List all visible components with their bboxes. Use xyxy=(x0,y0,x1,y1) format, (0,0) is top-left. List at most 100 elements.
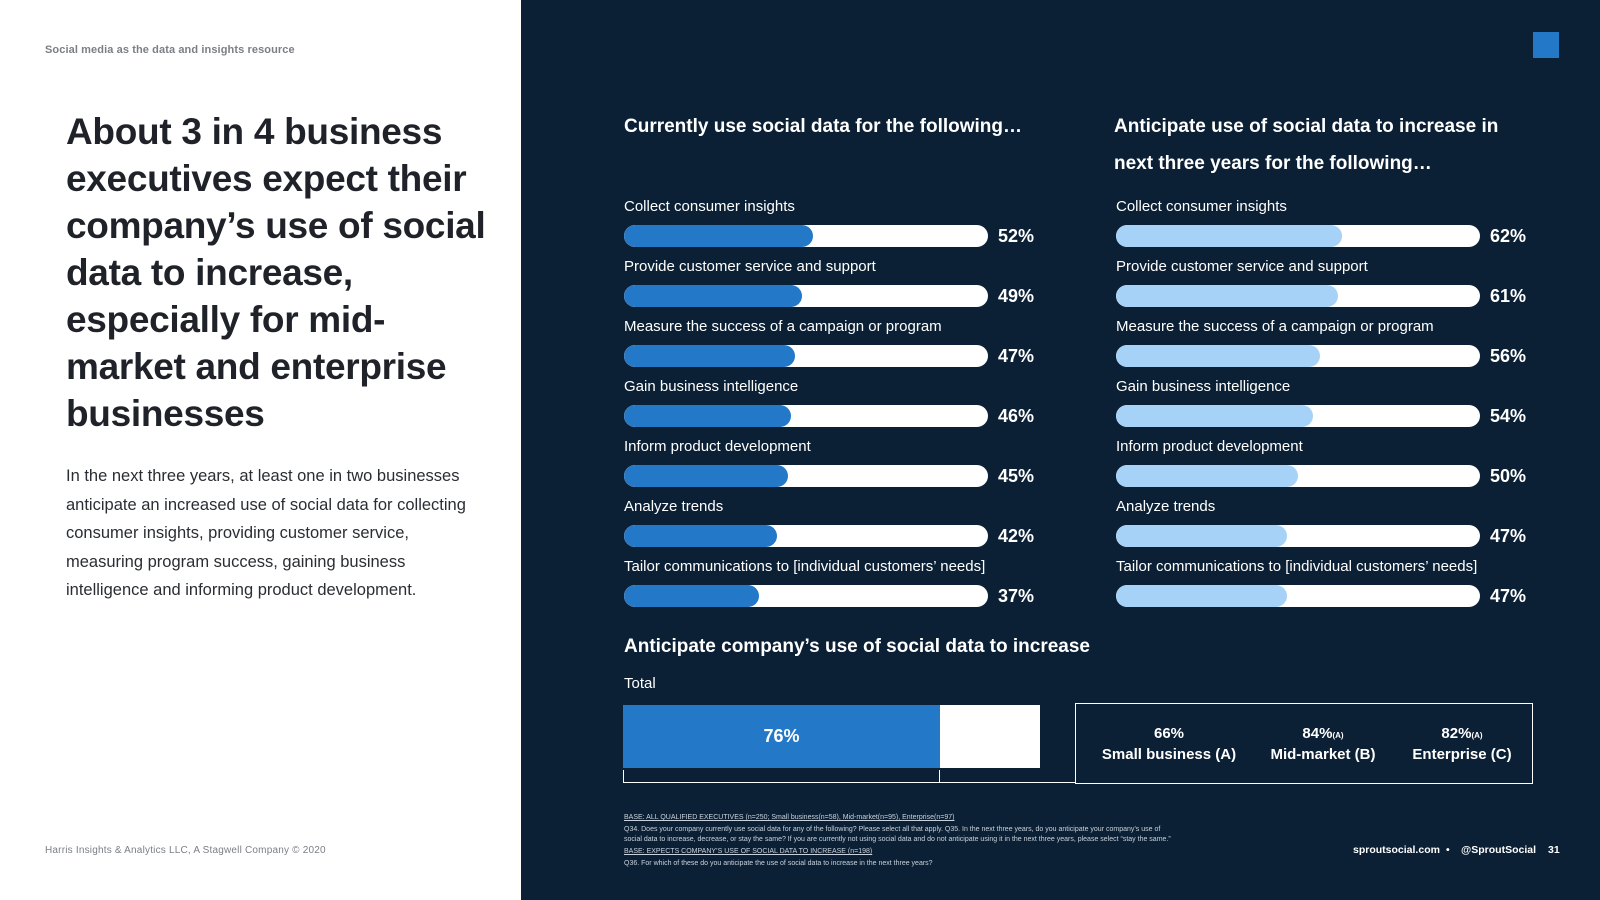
current-use-bar-track xyxy=(624,405,988,427)
bracket-connector xyxy=(940,782,1076,783)
total-bar xyxy=(623,705,940,768)
segment-label: Mid-market (B) xyxy=(1270,746,1376,763)
current-use-bar-value: 45% xyxy=(998,466,1035,486)
anticipate-bar-value: 54% xyxy=(1490,406,1527,426)
current-use-bar xyxy=(624,405,791,427)
current-use-bar-row: Gain business intelligence 46% xyxy=(624,378,1044,434)
current-use-bar-track xyxy=(624,225,988,247)
current-use-bar-row: Analyze trends 42% xyxy=(624,498,1044,554)
current-use-bar-value: 42% xyxy=(998,526,1035,546)
chart-title-anticipate: Anticipate use of social data to increas… xyxy=(1114,116,1499,174)
current-use-bar xyxy=(624,465,788,487)
anticipate-bar-value: 56% xyxy=(1490,346,1527,366)
segment-stat: 66% Small business (A) xyxy=(1094,724,1244,766)
current-use-bar-label: Collect consumer insights xyxy=(624,198,795,215)
current-use-bar-track xyxy=(624,285,988,307)
current-use-bar-row: Provide customer service and support 49% xyxy=(624,258,1044,314)
anticipate-bar-track xyxy=(1116,345,1480,367)
segment-value-number: 66% xyxy=(1153,725,1185,742)
segment-value: 84%(A) xyxy=(1248,724,1398,744)
segment-breakdown-box: 66% Small business (A) 84%(A) Mid-market (B… xyxy=(1075,703,1533,784)
segment-value: 82%(A) xyxy=(1387,724,1537,744)
segment-value-number: 82% xyxy=(1441,725,1472,742)
current-use-bar-row: Measure the success of a campaign or pro… xyxy=(624,318,1044,374)
anticipate-bar-row: Gain business intelligence 54% xyxy=(1116,378,1536,434)
anticipate-bar-row: Provide customer service and support 61% xyxy=(1116,258,1536,314)
current-use-bar-value: 47% xyxy=(998,346,1035,366)
current-use-bar-label: Inform product development xyxy=(624,438,811,455)
anticipate-bar-track xyxy=(1116,585,1480,607)
total-bar-value: 76% xyxy=(763,726,800,746)
footnote-line: BASE: EXPECTS COMPANY’S USE OF SOCIAL DA… xyxy=(624,848,873,855)
total-chart-title: Anticipate company’s use of social data … xyxy=(624,636,1091,657)
anticipate-bar-label: Inform product development xyxy=(1116,438,1303,455)
anticipate-bar-label: Analyze trends xyxy=(1116,498,1216,515)
footer-site: sproutsocial.com xyxy=(1353,844,1440,856)
current-use-bar-label: Provide customer service and support xyxy=(624,258,876,275)
current-use-bar xyxy=(624,525,777,547)
anticipate-bar xyxy=(1116,345,1320,367)
footnote-line: Q34. Does your company currently use soc… xyxy=(624,826,1161,833)
anticipate-bar-row: Collect consumer insights 62% xyxy=(1116,198,1536,254)
footnote-line: BASE: ALL QUALIFIED EXECUTIVES (n=250; S… xyxy=(624,814,955,821)
chart-title-current: Currently use social data for the follow… xyxy=(624,116,1022,137)
current-use-bar-value: 49% xyxy=(998,286,1035,306)
current-use-bar-value: 52% xyxy=(998,226,1035,246)
anticipate-bar-value: 61% xyxy=(1490,286,1527,306)
anticipate-bar-label: Provide customer service and support xyxy=(1116,258,1368,275)
anticipate-bar-row: Measure the success of a campaign or pro… xyxy=(1116,318,1536,374)
segment-significance-marker: (A) xyxy=(1471,731,1483,740)
footer-separator: • xyxy=(1446,844,1450,856)
total-bracket xyxy=(623,770,940,783)
anticipate-bar xyxy=(1116,405,1313,427)
current-use-bar-row: Tailor communications to [individual cus… xyxy=(624,558,1044,614)
current-use-bar-label: Measure the success of a campaign or pro… xyxy=(624,318,942,335)
anticipate-bar-track xyxy=(1116,525,1480,547)
body-paragraph: In the next three years, at least one in… xyxy=(66,467,466,599)
segment-significance-marker: (A) xyxy=(1332,731,1344,740)
segment-value-number: 84% xyxy=(1302,725,1333,742)
total-bar-track: 76% xyxy=(623,705,1040,768)
segment-value: 66% xyxy=(1094,724,1244,744)
footnote-line: social data to increase, decrease, or st… xyxy=(624,836,1171,843)
current-use-bar-track xyxy=(624,345,988,367)
section-kicker: Social media as the data and insights re… xyxy=(45,44,295,56)
footnote-line: Q36. For which of these do you anticipat… xyxy=(624,860,933,867)
current-use-bar-track xyxy=(624,525,988,547)
anticipate-bar-value: 62% xyxy=(1490,226,1527,246)
anticipate-bar-value: 50% xyxy=(1490,466,1527,486)
current-use-bar-track xyxy=(624,465,988,487)
footer-page-number: 31 xyxy=(1548,844,1560,856)
anticipate-bar xyxy=(1116,585,1287,607)
brand-square-icon xyxy=(1533,32,1559,58)
current-use-bar xyxy=(624,585,759,607)
anticipate-bar-row: Analyze trends 47% xyxy=(1116,498,1536,554)
segment-label: Small business (A) xyxy=(1101,746,1237,763)
anticipate-bar-value: 47% xyxy=(1490,586,1527,606)
segment-stat: 84%(A) Mid-market (B) xyxy=(1248,724,1398,766)
segment-stat: 82%(A) Enterprise (C) xyxy=(1387,724,1537,766)
current-use-bar xyxy=(624,345,795,367)
footer-handle: @SproutSocial xyxy=(1461,844,1536,856)
current-use-bar-row: Inform product development 45% xyxy=(624,438,1044,494)
page-headline: About 3 in 4 business executives expect … xyxy=(66,111,486,434)
anticipate-bar-label: Gain business intelligence xyxy=(1116,378,1291,395)
current-use-bar-value: 37% xyxy=(998,586,1035,606)
anticipate-bar xyxy=(1116,285,1338,307)
current-use-bar-label: Gain business intelligence xyxy=(624,378,799,395)
copyright-footer: Harris Insights & Analytics LLC, A Stagw… xyxy=(45,845,326,856)
current-use-bar-label: Analyze trends xyxy=(624,498,724,515)
current-use-bar-value: 46% xyxy=(998,406,1035,426)
current-use-bar-track xyxy=(624,585,988,607)
current-use-bar-label: Tailor communications to [individual cus… xyxy=(624,558,986,575)
segment-label: Enterprise (C) xyxy=(1412,746,1512,763)
left-panel: Social media as the data and insights re… xyxy=(0,0,521,900)
anticipate-bar-label: Collect consumer insights xyxy=(1116,198,1287,215)
anticipate-bar-track xyxy=(1116,285,1480,307)
anticipate-bar-row: Inform product development 50% xyxy=(1116,438,1536,494)
current-use-bar-row: Collect consumer insights 52% xyxy=(624,198,1044,254)
anticipate-bar-label: Measure the success of a campaign or pro… xyxy=(1116,318,1434,335)
anticipate-bar-label: Tailor communications to [individual cus… xyxy=(1116,558,1478,575)
current-use-bar xyxy=(624,285,802,307)
anticipate-bar-track xyxy=(1116,405,1480,427)
